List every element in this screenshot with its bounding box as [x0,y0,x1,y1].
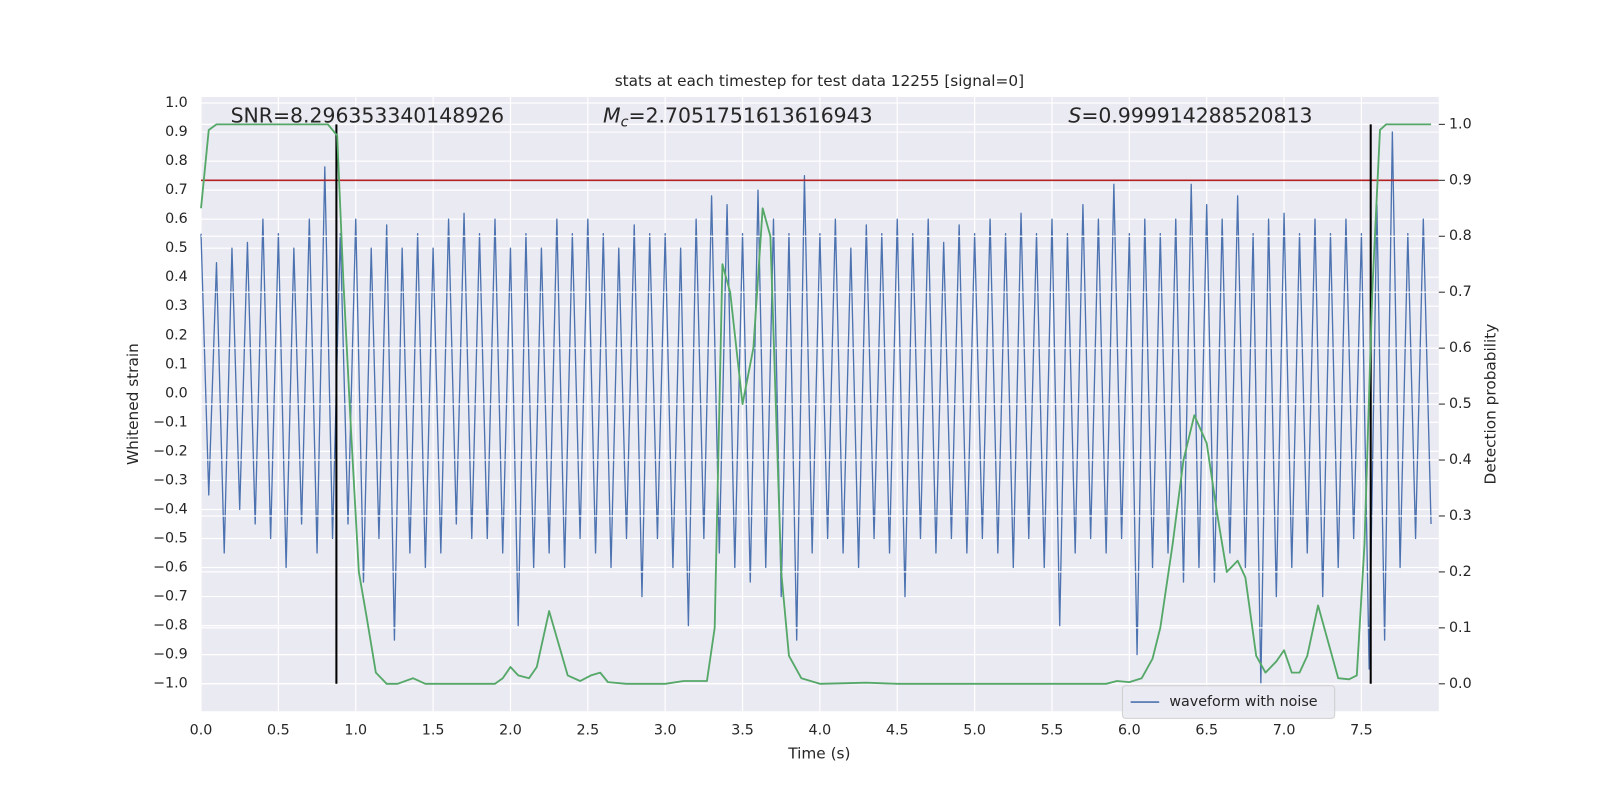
x-tick-label: 5.0 [963,723,986,739]
y-tick-label: −1.0 [153,676,188,692]
x-tick-label: 1.5 [422,723,445,739]
y-tick-label: −0.4 [153,501,188,517]
y-tick-label: 0.0 [165,385,188,401]
x-tick-label: 7.5 [1350,723,1373,739]
y-tick-label: 0.4 [165,269,188,285]
annotation-mc: Mc=2.7051751613616943 [603,103,873,130]
y-tick-label: 0.5 [165,240,188,256]
y2-tick-label: 0.4 [1449,452,1472,468]
y2-tick-label: 0.2 [1449,564,1472,580]
series-line [200,131,1432,685]
marks [200,123,1439,685]
y2-tick-label: 0.5 [1449,396,1472,412]
labels: 0.0 0.5 1.0 1.5 2.0 2.5 3.0 3.5 4.0 4.5 5.0 5.5 6.0 6… [153,95,1472,739]
y-tick-label: 0.6 [165,211,188,227]
mc-subscript: c [621,114,629,130]
y-tick-label: −0.7 [153,589,188,605]
x-tick-label: 6.5 [1195,723,1218,739]
x-tick-label: 7.0 [1273,723,1296,739]
chart-title: stats at each timestep for test data 122… [615,72,1024,90]
y2-tick-label: 0.8 [1449,228,1472,244]
x-tick-label: 5.5 [1041,723,1064,739]
y-tick-label: 0.7 [165,182,188,198]
x-tick-label: 2.5 [576,723,599,739]
y-axis-label: Whitened strain [124,343,142,465]
series-line [200,123,1432,685]
y-tick-label: −0.3 [153,472,188,488]
x-tick-label: 4.0 [809,723,832,739]
y-tick-label: 0.2 [165,327,188,343]
y-tick-label: −0.5 [153,530,188,546]
x-axis-label: Time (s) [787,745,850,763]
x-tick-label: 3.0 [654,723,677,739]
mc-symbol: M [603,103,621,127]
y-tick-label: 1.0 [165,95,188,111]
s-symbol: S [1068,103,1081,127]
y-tick-label: 0.9 [165,124,188,140]
legend-label: waveform with noise [1169,694,1317,710]
s-text: =0.999914288520813 [1081,103,1312,127]
mc-text: =2.7051751613616943 [628,103,872,127]
y-tick-label: −0.1 [153,414,188,430]
legend: waveform with noise [1121,685,1336,719]
x-tick-label: 0.0 [190,723,213,739]
y2-tick-label: 0.6 [1449,340,1472,356]
annotation-s: S=0.999914288520813 [1068,103,1312,127]
x-tick-label: 1.0 [344,723,367,739]
y2-tick-label: 1.0 [1449,116,1472,132]
y2-tick-label: 0.7 [1449,284,1472,300]
y-tick-label: −0.9 [153,647,188,663]
x-tick-label: 0.5 [267,723,290,739]
x-tick-label: 3.5 [731,723,754,739]
x-tick-label: 4.5 [886,723,909,739]
y-tick-label: 0.3 [165,298,188,314]
legend-box [1121,685,1336,719]
annotation-snr: SNR=8.296353340148926 [231,103,505,127]
y2-tick-label: 0.9 [1449,172,1472,188]
y-tick-label: 0.8 [165,153,188,169]
y2-tick-label: 0.0 [1449,676,1472,692]
y-tick-label: −0.2 [153,443,188,459]
y-tick-label: 0.1 [165,356,188,372]
x-tick-label: 2.0 [499,723,522,739]
x-tick-label: 6.0 [1118,723,1141,739]
y2-tick-label: 0.1 [1449,620,1472,636]
y-tick-label: −0.8 [153,618,188,634]
y2-axis-label: Detection probability [1481,324,1499,485]
y-tick-label: −0.6 [153,560,188,576]
y2-tick-label: 0.3 [1449,508,1472,524]
